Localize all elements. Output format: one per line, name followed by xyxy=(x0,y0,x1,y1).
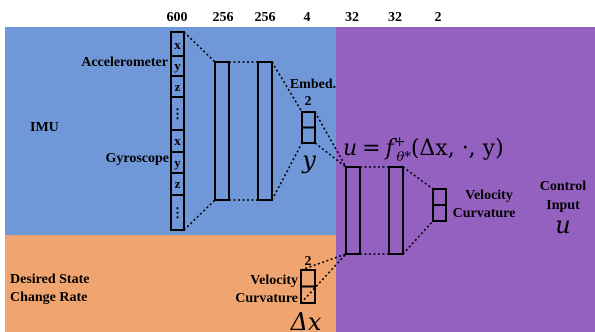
desired-velocity-label: Velocity xyxy=(250,273,298,288)
input-cell-gyro-y: y xyxy=(174,155,181,170)
embedding-symbol-y: y xyxy=(301,146,316,174)
input-cell-gyro-more: ⋮ xyxy=(171,205,184,220)
gyroscope-label: Gyroscope xyxy=(105,151,169,166)
output-layer xyxy=(432,188,447,222)
layer-size-2: 2 xyxy=(435,10,442,25)
desired-curvature-label: Curvature xyxy=(235,291,298,306)
policy-layer-32-a xyxy=(345,166,361,255)
hidden-layer-256-a xyxy=(214,61,230,201)
input-cell-acc-y: y xyxy=(174,58,181,73)
input-cell-gyro-z: z xyxy=(175,176,181,191)
input-cell-acc-more: ⋮ xyxy=(171,106,184,121)
accelerometer-label: Accelerometer xyxy=(81,55,168,70)
input-layer xyxy=(170,31,185,231)
desired-input-size: 2 xyxy=(305,254,312,269)
desired-input-layer xyxy=(300,269,316,304)
layer-size-256-a: 256 xyxy=(213,10,234,25)
policy-layer-32-b xyxy=(388,166,404,255)
desired-symbol-delta-x: Δx xyxy=(290,308,322,332)
layer-size-32-a: 32 xyxy=(345,10,359,25)
layer-size-4: 4 xyxy=(304,10,311,25)
control-label-line1: Control xyxy=(540,179,587,194)
control-label-line2: Input xyxy=(546,198,580,213)
input-cell-acc-x: x xyxy=(174,37,181,52)
embedding-label: Embed. xyxy=(290,77,336,92)
input-cell-gyro-x: x xyxy=(174,133,181,148)
embedding-layer xyxy=(301,111,316,144)
control-symbol-u: u xyxy=(555,211,570,239)
control-region xyxy=(336,27,595,332)
imu-label: IMU xyxy=(30,120,59,135)
output-curvature-label: Curvature xyxy=(453,206,516,221)
connections xyxy=(183,31,434,304)
output-velocity-label: Velocity xyxy=(465,188,513,203)
policy-formula: u = f+ θ*(Δx, ·, y) xyxy=(343,134,504,165)
layer-size-256-b: 256 xyxy=(255,10,276,25)
desired-state-label-line2: Change Rate xyxy=(10,290,87,305)
input-cell-acc-z: z xyxy=(175,79,181,94)
layer-size-32-b: 32 xyxy=(388,10,402,25)
layer-size-600: 600 xyxy=(167,10,188,25)
hidden-layer-256-b xyxy=(257,61,273,201)
desired-state-label-line1: Desired State xyxy=(10,272,89,287)
desired-state-region xyxy=(5,235,336,332)
embedding-size: 2 xyxy=(305,94,312,109)
